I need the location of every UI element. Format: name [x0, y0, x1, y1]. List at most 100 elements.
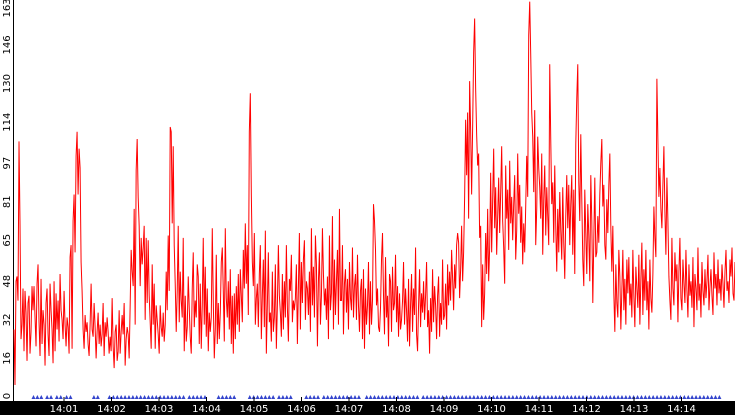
baseline-marker: [674, 395, 679, 399]
baseline-marker: [542, 395, 547, 399]
baseline-marker: [325, 395, 330, 399]
baseline-marker: [115, 395, 120, 399]
x-tick-label: 14:12: [572, 404, 601, 415]
baseline-marker: [577, 395, 582, 399]
baseline-marker: [177, 395, 182, 399]
baseline-marker: [639, 395, 644, 399]
y-tick-label: 0: [2, 393, 13, 399]
baseline-marker: [45, 395, 50, 399]
baseline-marker: [384, 395, 389, 399]
baseline-marker: [259, 395, 264, 399]
baseline-marker: [345, 395, 350, 399]
baseline-marker: [263, 395, 268, 399]
baseline-marker: [150, 395, 155, 399]
baseline-marker: [35, 395, 40, 399]
baseline-marker: [162, 395, 167, 399]
baseline-marker: [557, 395, 562, 399]
baseline-marker: [146, 395, 151, 399]
baseline-marker: [195, 395, 200, 399]
baseline-marker: [372, 395, 377, 399]
baseline-marker: [304, 395, 309, 399]
baseline-marker: [604, 395, 609, 399]
baseline-marker: [596, 395, 601, 399]
baseline-marker: [425, 395, 430, 399]
baseline-marker: [64, 395, 69, 399]
baseline-marker: [526, 395, 531, 399]
baseline-marker: [694, 395, 699, 399]
baseline-marker: [58, 395, 63, 399]
baseline-marker: [573, 395, 578, 399]
baseline-marker: [655, 395, 660, 399]
baseline-marker: [705, 395, 710, 399]
baseline-marker: [701, 395, 706, 399]
y-tick-label: 114: [2, 113, 13, 132]
baseline-marker: [353, 395, 358, 399]
baseline-marker: [54, 395, 59, 399]
y-tick-label: 130: [2, 74, 13, 93]
baseline-marker: [432, 395, 437, 399]
baseline-marker: [284, 395, 289, 399]
baseline-marker: [444, 395, 449, 399]
baseline-marker: [308, 395, 313, 399]
baseline-marker: [191, 395, 196, 399]
baseline-marker: [581, 395, 586, 399]
baseline-marker: [312, 395, 317, 399]
baseline-marker: [403, 395, 408, 399]
baseline-marker: [503, 395, 508, 399]
baseline-marker: [612, 395, 617, 399]
baseline-marker: [199, 395, 204, 399]
baseline-marker: [329, 395, 334, 399]
baseline-marker: [142, 395, 147, 399]
baseline-marker: [107, 395, 112, 399]
baseline-marker: [623, 395, 628, 399]
baseline-marker: [717, 395, 722, 399]
baseline-marker: [247, 395, 252, 399]
y-tick-label: 32: [2, 313, 13, 326]
x-tick-label: 14:10: [477, 404, 506, 415]
baseline-marker: [421, 395, 426, 399]
baseline-marker: [627, 395, 632, 399]
baseline-marker: [658, 395, 663, 399]
baseline-marker: [337, 395, 342, 399]
x-axis: 14:01 14:02 14:03 14:04 14:05 14:06 14:07 14:08…: [50, 397, 696, 415]
baseline-marker: [220, 395, 225, 399]
baseline-marker: [561, 395, 566, 399]
plot-area: [13, 1, 735, 385]
baseline-marker: [553, 395, 558, 399]
baseline-marker: [95, 395, 100, 399]
baseline-marker: [228, 395, 233, 399]
baseline-marker: [467, 395, 472, 399]
x-tick-label: 14:08: [382, 404, 411, 415]
baseline-marker: [686, 395, 691, 399]
baseline-marker: [123, 395, 128, 399]
x-tick-label: 14:03: [145, 404, 174, 415]
baseline-marker: [68, 395, 73, 399]
x-tick-label: 14:05: [240, 404, 269, 415]
baseline-marker: [277, 395, 282, 399]
baseline-marker: [682, 395, 687, 399]
baseline-marker: [321, 395, 326, 399]
baseline-marker: [487, 395, 492, 399]
baseline-marker: [534, 395, 539, 399]
baseline-marker: [399, 395, 404, 399]
baseline-marker: [616, 395, 621, 399]
x-tick-label: 14:02: [97, 404, 126, 415]
y-tick-label: 146: [2, 35, 13, 54]
baseline-marker: [91, 395, 96, 399]
baseline-marker: [666, 395, 671, 399]
x-tick-label: 14:11: [525, 404, 554, 415]
baseline-marker: [697, 395, 702, 399]
baseline-marker: [456, 395, 461, 399]
baseline-marker: [364, 395, 369, 399]
baseline-marker: [713, 395, 718, 399]
baseline-marker: [619, 395, 624, 399]
x-axis-band: [0, 401, 735, 415]
baseline-marker: [429, 395, 434, 399]
y-tick-label: 81: [2, 195, 13, 208]
x-tick-label: 14:07: [335, 404, 364, 415]
baseline-marker: [169, 395, 174, 399]
y-tick-label: 65: [2, 234, 13, 247]
baseline-marker: [514, 395, 519, 399]
baseline-marker: [49, 395, 54, 399]
